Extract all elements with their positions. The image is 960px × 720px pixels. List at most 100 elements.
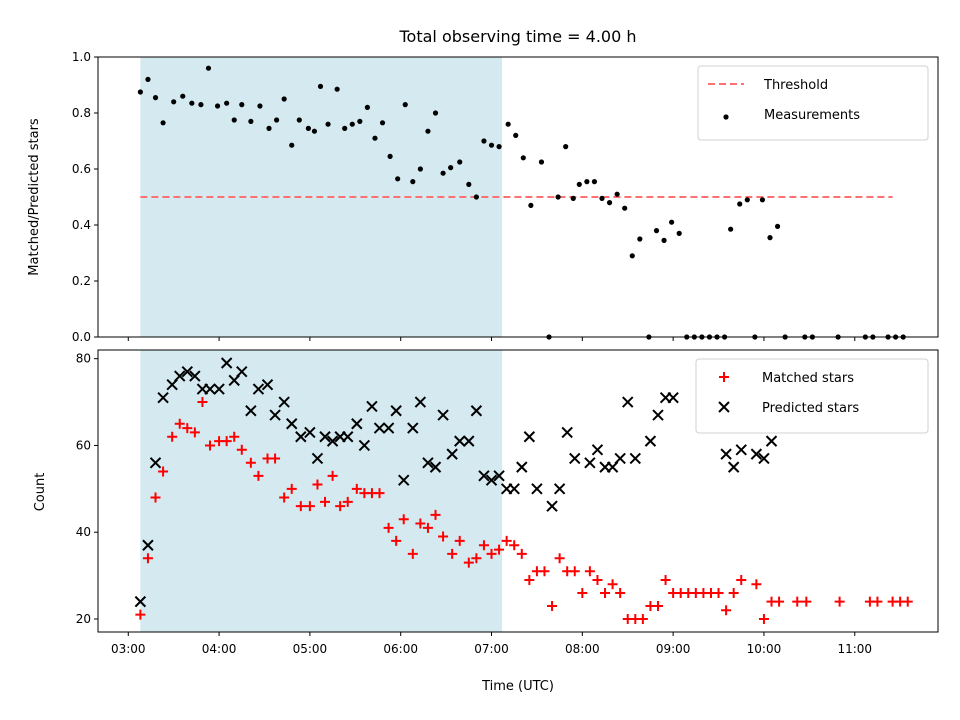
data-point [520, 155, 526, 161]
data-point [189, 370, 201, 382]
data-point [744, 197, 750, 203]
data-point [563, 144, 569, 150]
data-point [295, 431, 307, 443]
data-point [236, 365, 248, 378]
data-point [576, 181, 582, 187]
data-point [296, 117, 302, 123]
data-point [289, 142, 295, 148]
top-y-axis-label: Matched/Predicted stars [27, 118, 42, 276]
y-tick-label: 0.0 [72, 330, 91, 344]
data-point [539, 566, 550, 577]
data-point [872, 596, 883, 607]
x-tick-label: 06:00 [383, 642, 418, 656]
data-point [591, 179, 598, 185]
y-tick-label: 80 [76, 352, 91, 366]
data-point [402, 102, 408, 108]
data-point [546, 500, 558, 512]
data-point [547, 600, 558, 611]
data-point [174, 418, 185, 429]
data-point [570, 195, 576, 201]
data-point [157, 392, 169, 404]
data-point [607, 579, 618, 590]
data-point [205, 440, 215, 451]
data-point [438, 531, 449, 542]
data-point [553, 483, 566, 495]
data-point [366, 400, 378, 413]
data-point [213, 383, 225, 395]
data-point [417, 166, 423, 172]
data-point [415, 518, 426, 529]
data-point [478, 540, 489, 551]
data-point [591, 444, 604, 456]
data-point [555, 194, 561, 200]
data-point [902, 596, 913, 607]
data-point [767, 235, 773, 241]
data-point [721, 605, 732, 616]
data-point [473, 194, 479, 200]
data-point [180, 93, 186, 99]
data-point [387, 153, 393, 159]
x-axis-label: Time (UTC) [481, 679, 554, 694]
data-point [253, 470, 264, 481]
data-point [342, 431, 354, 443]
data-point [584, 457, 596, 469]
data-point [569, 566, 580, 577]
data-point [214, 103, 221, 109]
data-point [622, 205, 628, 211]
y-tick-label: 60 [76, 438, 91, 452]
data-point [430, 509, 441, 520]
bottom-y-axis-label: Count [33, 473, 48, 512]
data-point [252, 383, 265, 395]
data-point [278, 396, 290, 408]
data-point [174, 370, 186, 382]
data-point [198, 102, 204, 108]
x-tick-label: 05:00 [293, 642, 328, 656]
data-point [481, 138, 487, 144]
data-point [311, 452, 324, 465]
data-point [364, 104, 371, 110]
y-tick-label: 1.0 [72, 50, 91, 64]
data-point [736, 574, 747, 585]
legend-marker [718, 401, 730, 413]
data-point [614, 191, 620, 197]
data-point [382, 422, 395, 434]
data-point [758, 613, 769, 624]
data-point [245, 405, 257, 417]
data-point [422, 457, 434, 469]
data-point [592, 574, 603, 585]
data-point [676, 230, 682, 236]
data-point [463, 557, 474, 568]
data-point [304, 426, 316, 439]
data-point [774, 223, 781, 229]
data-point [204, 383, 216, 395]
data-point [750, 448, 763, 460]
data-point [248, 118, 254, 124]
data-point [236, 444, 247, 455]
data-point [304, 501, 315, 512]
legend-marker [723, 114, 729, 120]
data-point [383, 522, 394, 533]
chart-title: Total observing time = 4.00 h [398, 27, 636, 46]
data-point [171, 99, 177, 105]
data-point [516, 461, 528, 473]
data-point [728, 587, 739, 598]
data-point [493, 470, 505, 482]
top-panel: 0.0 0.2 0.4 0.6 0.8 1.0 Threshold Measurements [72, 50, 939, 344]
data-point [737, 201, 743, 207]
data-point [357, 118, 363, 124]
x-tick-label: 08:00 [565, 642, 600, 656]
data-point [728, 226, 734, 232]
data-point [720, 448, 732, 460]
data-point [221, 436, 232, 447]
plot-frame [97, 56, 939, 338]
x-tick-label: 03:00 [111, 642, 146, 656]
data-point [554, 553, 565, 564]
data-point [342, 125, 348, 131]
data-point [335, 501, 346, 512]
data-point [644, 435, 657, 447]
data-point [281, 96, 287, 102]
data-point [325, 121, 331, 127]
data-point [312, 479, 323, 490]
data-point [149, 457, 162, 469]
